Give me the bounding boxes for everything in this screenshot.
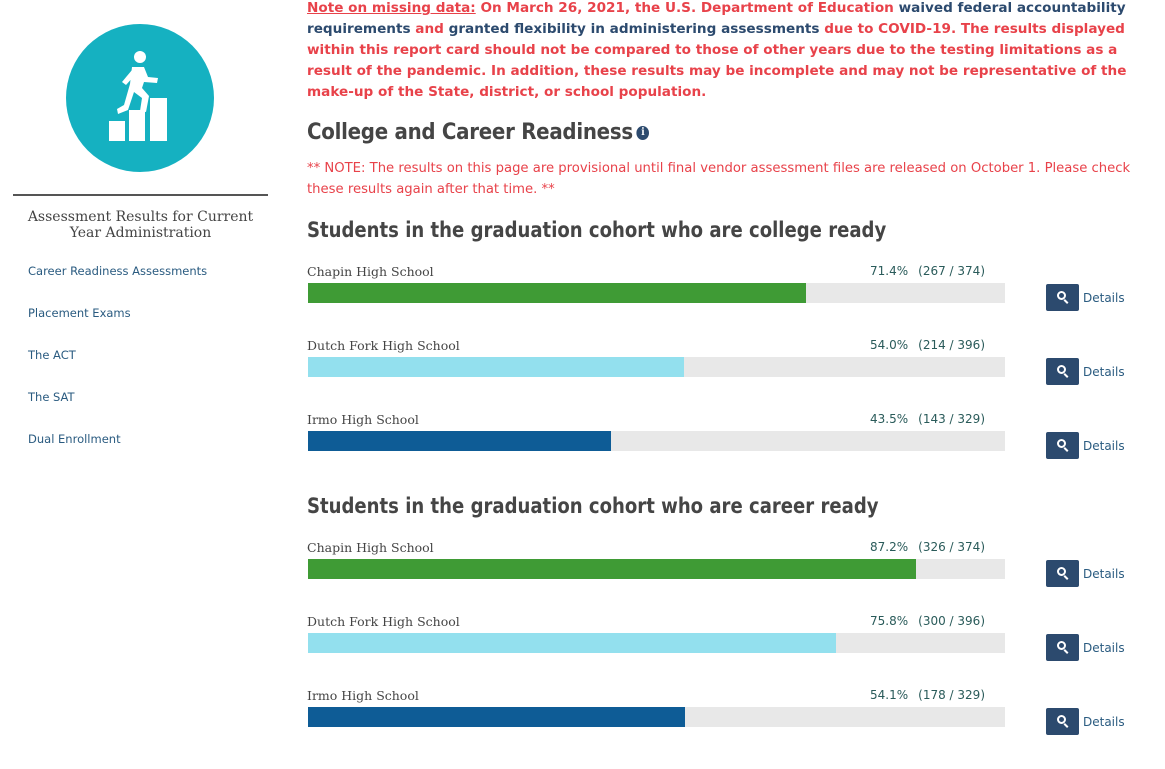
notice-text: and [410,21,449,37]
school-name: Chapin High School [307,540,434,555]
sidebar-link[interactable]: Placement Exams [28,306,131,320]
school-stat: 71.4% (267 / 374) [870,264,985,278]
notice-text: On March 26, 2021, the U.S. Department o… [475,0,899,16]
count-value: (214 / 396) [918,338,985,352]
details-button[interactable] [1046,358,1079,385]
sidebar: Assessment Results for Current Year Admi… [0,0,280,769]
bar-track [308,283,1005,303]
school-name: Dutch Fork High School [307,338,460,353]
search-icon [1057,715,1066,724]
sidebar-link[interactable]: The ACT [28,348,76,362]
readiness-logo-icon [66,24,214,172]
school-name: Irmo High School [307,412,419,427]
sidebar-item-placement-exams: Placement Exams [28,304,207,346]
bar-fill [308,431,612,451]
notice-lead: Note on missing data: [307,0,476,16]
sidebar-item-sat: The SAT [28,388,207,430]
percent-value: 75.8% [870,614,909,628]
bar-track [308,559,1005,579]
sidebar-link[interactable]: Dual Enrollment [28,432,121,446]
details-button[interactable] [1046,634,1079,661]
school-name: Dutch Fork High School [307,614,460,629]
count-value: (326 / 374) [918,540,985,554]
count-value: (178 / 329) [918,688,985,702]
missing-data-notice: Note on missing data: On March 26, 2021,… [307,0,1147,103]
details-link[interactable]: Details [1083,291,1125,305]
school-stat: 54.0% (214 / 396) [870,338,985,352]
sidebar-nav: Career Readiness Assessments Placement E… [28,262,207,472]
sidebar-item-career-readiness: Career Readiness Assessments [28,262,207,304]
sidebar-heading: Assessment Results for Current Year Admi… [27,209,254,241]
bar-track [308,707,1005,727]
bar-row: Dutch Fork High School 75.8% (300 / 396) … [307,614,1137,674]
bar-fill [308,357,685,377]
details-button[interactable] [1046,432,1079,459]
bar-fill [308,283,806,303]
search-icon [1057,291,1066,300]
bar-fill [308,633,837,653]
section-title-career-ready: Students in the graduation cohort who ar… [307,494,879,518]
details-button[interactable] [1046,560,1079,587]
bar-fill [308,559,916,579]
notice-text: due to COVID-19. The results displayed w… [307,21,1127,100]
bar-row: Chapin High School 71.4% (267 / 374) Deta… [307,264,1137,324]
provisional-note: ** NOTE: The results on this page are pr… [307,161,1131,197]
search-icon [1057,641,1066,650]
sidebar-link[interactable]: Career Readiness Assessments [28,264,208,278]
bar-track [308,357,1005,377]
percent-value: 54.0% [870,338,909,352]
sidebar-item-act: The ACT [28,346,207,388]
search-icon [1057,439,1066,448]
percent-value: 43.5% [870,412,909,426]
bar-row: Chapin High School 87.2% (326 / 374) Deta… [307,540,1137,600]
bar-row: Irmo High School 43.5% (143 / 329) Detail… [307,412,1137,472]
search-icon [1057,567,1066,576]
notice-highlight: granted flexibility in administering ass… [448,21,820,37]
school-stat: 75.8% (300 / 396) [870,614,985,628]
count-value: (267 / 374) [918,264,985,278]
school-name: Irmo High School [307,688,419,703]
bar-row: Irmo High School 54.1% (178 / 329) Detail… [307,688,1137,748]
info-icon[interactable]: i [636,126,650,140]
percent-value: 71.4% [870,264,909,278]
search-icon [1057,365,1066,374]
school-stat: 87.2% (326 / 374) [870,540,985,554]
details-link[interactable]: Details [1083,365,1125,379]
page-title-text: College and Career Readiness [307,120,633,145]
school-stat: 54.1% (178 / 329) [870,688,985,702]
details-link[interactable]: Details [1083,567,1125,581]
school-name: Chapin High School [307,264,434,279]
sidebar-link[interactable]: The SAT [28,390,75,404]
details-link[interactable]: Details [1083,715,1125,729]
sidebar-divider [13,194,268,196]
details-link[interactable]: Details [1083,641,1125,655]
sidebar-item-dual-enrollment: Dual Enrollment [28,430,207,472]
bar-track [308,431,1005,451]
page-title: College and Career Readiness i [307,120,650,145]
percent-value: 54.1% [870,688,909,702]
details-button[interactable] [1046,284,1079,311]
count-value: (143 / 329) [918,412,985,426]
bar-row: Dutch Fork High School 54.0% (214 / 396) … [307,338,1137,398]
details-button[interactable] [1046,708,1079,735]
bar-fill [308,707,686,727]
percent-value: 87.2% [870,540,909,554]
section-title-college-ready: Students in the graduation cohort who ar… [307,218,887,242]
notice-highlight: waived federal accountability requiremen… [307,0,1126,37]
school-stat: 43.5% (143 / 329) [870,412,985,426]
details-link[interactable]: Details [1083,439,1125,453]
count-value: (300 / 396) [918,614,985,628]
bar-track [308,633,1005,653]
